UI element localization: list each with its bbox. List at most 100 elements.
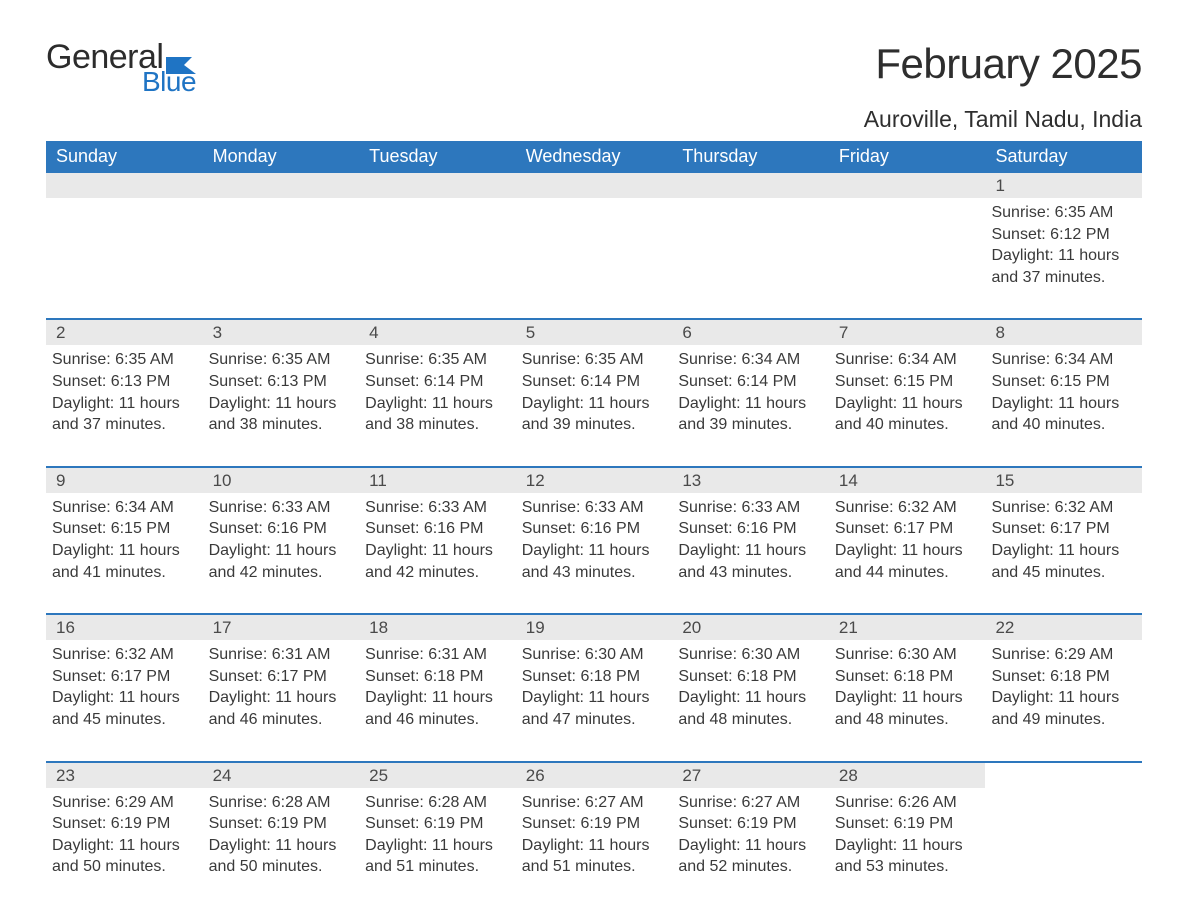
day-cell: 28 Sunrise: 6:26 AMSunset: 6:19 PMDayligh… <box>829 763 986 884</box>
day-info: Sunrise: 6:29 AMSunset: 6:19 PMDaylight:… <box>52 792 197 878</box>
sunrise-text: Sunrise: 6:33 AM <box>365 497 510 519</box>
daylight-text: Daylight: 11 hours and 50 minutes. <box>209 835 354 878</box>
day-info: Sunrise: 6:34 AMSunset: 6:14 PMDaylight:… <box>678 349 823 435</box>
sunset-text: Sunset: 6:14 PM <box>678 371 823 393</box>
daylight-text: Daylight: 11 hours and 52 minutes. <box>678 835 823 878</box>
day-cell: 11Sunrise: 6:33 AMSunset: 6:16 PMDayligh… <box>359 468 516 589</box>
day-number <box>359 173 516 198</box>
daylight-text: Daylight: 11 hours and 41 minutes. <box>52 540 197 583</box>
day-cell: 21Sunrise: 6:30 AMSunset: 6:18 PMDayligh… <box>829 615 986 736</box>
day-cell: 24Sunrise: 6:28 AMSunset: 6:19 PMDayligh… <box>203 763 360 884</box>
week-row: 2Sunrise: 6:35 AMSunset: 6:13 PMDaylight… <box>46 318 1142 441</box>
day-number: 4 <box>359 320 516 345</box>
day-number: 28 <box>829 763 986 788</box>
week-row: 16Sunrise: 6:32 AMSunset: 6:17 PMDayligh… <box>46 613 1142 736</box>
daylight-text: Daylight: 11 hours and 53 minutes. <box>835 835 980 878</box>
sunset-text: Sunset: 6:18 PM <box>835 666 980 688</box>
day-info: Sunrise: 6:31 AMSunset: 6:17 PMDaylight:… <box>209 644 354 730</box>
day-cell-empty <box>46 173 203 294</box>
day-info: Sunrise: 6:27 AMSunset: 6:19 PMDaylight:… <box>522 792 667 878</box>
daylight-text: Daylight: 11 hours and 48 minutes. <box>678 687 823 730</box>
day-number: 3 <box>203 320 360 345</box>
day-number: 8 <box>985 320 1142 345</box>
logo-text-blue: Blue <box>142 68 196 96</box>
day-cell: 26 Sunrise: 6:27 AMSunset: 6:19 PMDayligh… <box>516 763 673 884</box>
sunset-text: Sunset: 6:14 PM <box>365 371 510 393</box>
sunset-text: Sunset: 6:13 PM <box>209 371 354 393</box>
sunrise-text: Sunrise: 6:32 AM <box>835 497 980 519</box>
sunset-text: Sunset: 6:12 PM <box>991 224 1136 246</box>
sunrise-text: Sunrise: 6:30 AM <box>835 644 980 666</box>
sunset-text: Sunset: 6:19 PM <box>209 813 354 835</box>
day-cell: 5 Sunrise: 6:35 AMSunset: 6:14 PMDaylight… <box>516 320 673 441</box>
day-info: Sunrise: 6:35 AMSunset: 6:12 PMDaylight:… <box>991 202 1136 288</box>
day-info: Sunrise: 6:33 AMSunset: 6:16 PMDaylight:… <box>209 497 354 583</box>
daylight-text: Daylight: 11 hours and 42 minutes. <box>209 540 354 583</box>
daylight-text: Daylight: 11 hours and 46 minutes. <box>365 687 510 730</box>
sunset-text: Sunset: 6:17 PM <box>835 518 980 540</box>
week-row: 23Sunrise: 6:29 AMSunset: 6:19 PMDayligh… <box>46 761 1142 884</box>
sunrise-text: Sunrise: 6:26 AM <box>835 792 980 814</box>
sunset-text: Sunset: 6:17 PM <box>52 666 197 688</box>
day-cell-empty <box>985 763 1142 884</box>
sunset-text: Sunset: 6:15 PM <box>991 371 1136 393</box>
day-number <box>516 173 673 198</box>
day-of-week-cell: Thursday <box>672 141 829 173</box>
sunrise-text: Sunrise: 6:35 AM <box>522 349 667 371</box>
daylight-text: Daylight: 11 hours and 37 minutes. <box>991 245 1136 288</box>
day-cell: 6Sunrise: 6:34 AMSunset: 6:14 PMDaylight… <box>672 320 829 441</box>
header: General Blue February 2025 Auroville, Ta… <box>46 40 1142 133</box>
sunrise-text: Sunrise: 6:30 AM <box>522 644 667 666</box>
day-number <box>203 173 360 198</box>
day-cell: 12Sunrise: 6:33 AMSunset: 6:16 PMDayligh… <box>516 468 673 589</box>
sunset-text: Sunset: 6:15 PM <box>52 518 197 540</box>
day-number: 19 <box>516 615 673 640</box>
daylight-text: Daylight: 11 hours and 42 minutes. <box>365 540 510 583</box>
sunset-text: Sunset: 6:19 PM <box>835 813 980 835</box>
month-title: February 2025 <box>864 40 1142 88</box>
sunset-text: Sunset: 6:17 PM <box>991 518 1136 540</box>
day-cell: 18Sunrise: 6:31 AMSunset: 6:18 PMDayligh… <box>359 615 516 736</box>
day-number: 10 <box>203 468 360 493</box>
daylight-text: Daylight: 11 hours and 46 minutes. <box>209 687 354 730</box>
day-number: 5 <box>516 320 673 345</box>
sunset-text: Sunset: 6:18 PM <box>365 666 510 688</box>
day-info: Sunrise: 6:33 AMSunset: 6:16 PMDaylight:… <box>522 497 667 583</box>
day-info: Sunrise: 6:29 AMSunset: 6:18 PMDaylight:… <box>991 644 1136 730</box>
sunset-text: Sunset: 6:18 PM <box>991 666 1136 688</box>
daylight-text: Daylight: 11 hours and 40 minutes. <box>835 393 980 436</box>
sunrise-text: Sunrise: 6:31 AM <box>209 644 354 666</box>
day-number: 2 <box>46 320 203 345</box>
day-cell: 25Sunrise: 6:28 AMSunset: 6:19 PMDayligh… <box>359 763 516 884</box>
day-number: 9 <box>46 468 203 493</box>
sunset-text: Sunset: 6:16 PM <box>678 518 823 540</box>
day-of-week-cell: Sunday <box>46 141 203 173</box>
day-info: Sunrise: 6:33 AMSunset: 6:16 PMDaylight:… <box>365 497 510 583</box>
daylight-text: Daylight: 11 hours and 43 minutes. <box>522 540 667 583</box>
sunrise-text: Sunrise: 6:34 AM <box>678 349 823 371</box>
day-cell: 1Sunrise: 6:35 AMSunset: 6:12 PMDaylight… <box>985 173 1142 294</box>
sunrise-text: Sunrise: 6:30 AM <box>678 644 823 666</box>
daylight-text: Daylight: 11 hours and 51 minutes. <box>522 835 667 878</box>
day-info: Sunrise: 6:35 AMSunset: 6:14 PMDaylight:… <box>522 349 667 435</box>
day-of-week-cell: Friday <box>829 141 986 173</box>
week-row: 9Sunrise: 6:34 AMSunset: 6:15 PMDaylight… <box>46 466 1142 589</box>
day-cell: 15Sunrise: 6:32 AMSunset: 6:17 PMDayligh… <box>985 468 1142 589</box>
day-number: 14 <box>829 468 986 493</box>
day-cell: 14Sunrise: 6:32 AMSunset: 6:17 PMDayligh… <box>829 468 986 589</box>
day-number <box>46 173 203 198</box>
day-cell: 17 Sunrise: 6:31 AMSunset: 6:17 PMDayligh… <box>203 615 360 736</box>
day-cell: 10 Sunrise: 6:33 AMSunset: 6:16 PMDayligh… <box>203 468 360 589</box>
day-number: 26 <box>516 763 673 788</box>
day-number: 25 <box>359 763 516 788</box>
sunset-text: Sunset: 6:18 PM <box>522 666 667 688</box>
daylight-text: Daylight: 11 hours and 39 minutes. <box>678 393 823 436</box>
daylight-text: Daylight: 11 hours and 50 minutes. <box>52 835 197 878</box>
sunset-text: Sunset: 6:14 PM <box>522 371 667 393</box>
sunrise-text: Sunrise: 6:28 AM <box>365 792 510 814</box>
sunrise-text: Sunrise: 6:33 AM <box>678 497 823 519</box>
day-cell-empty <box>359 173 516 294</box>
day-number: 17 <box>203 615 360 640</box>
sunrise-text: Sunrise: 6:35 AM <box>209 349 354 371</box>
daylight-text: Daylight: 11 hours and 51 minutes. <box>365 835 510 878</box>
